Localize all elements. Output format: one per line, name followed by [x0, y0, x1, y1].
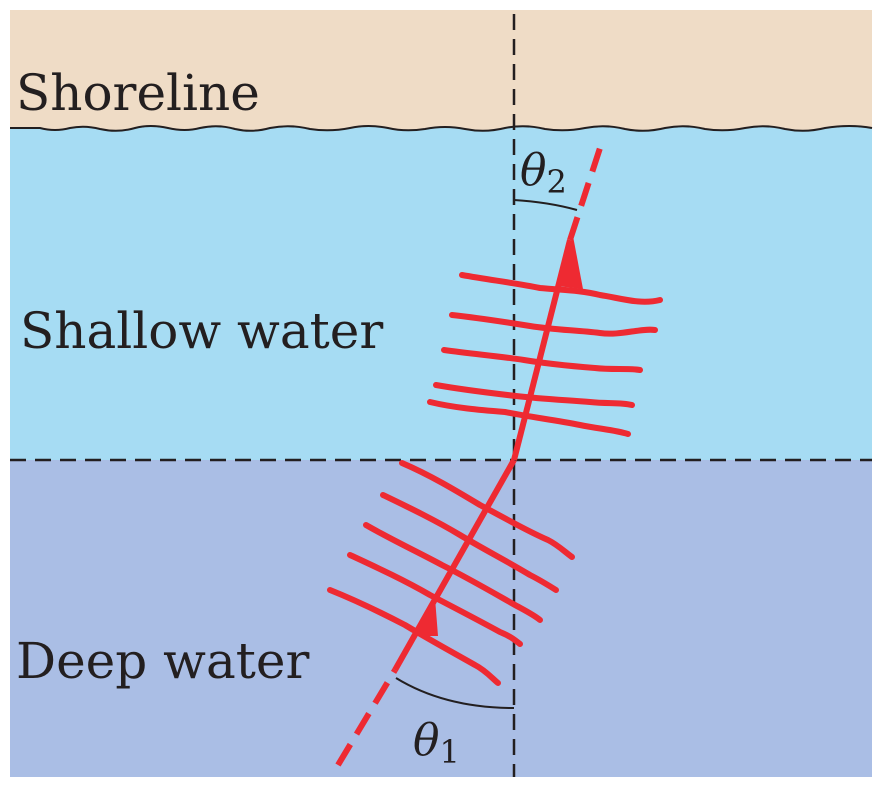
deep-wavefront: [327, 587, 501, 686]
arrow-head-icon: [557, 236, 583, 289]
wave-ray: [335, 147, 603, 767]
shallow-wavefront: [433, 382, 635, 408]
arrow-head-icon: [412, 598, 438, 636]
deep-water-label: Deep water: [16, 632, 309, 690]
theta-2-label: θ2: [520, 145, 567, 201]
shallow-wavefront: [441, 347, 643, 373]
theta-1-symbol: θ: [413, 715, 440, 766]
shallow-water-region: [10, 126, 872, 460]
deep-wavefront: [399, 460, 575, 560]
shallow-wavefronts: [427, 272, 663, 437]
theta-2-arc: [513, 199, 578, 211]
deep-wavefront: [347, 552, 523, 647]
region-labels: Shoreline Shallow water Deep water: [16, 64, 383, 690]
refracted-ray-dashed: [567, 147, 603, 241]
incident-ray-dashed: [335, 668, 398, 767]
angle-labels: θ2 θ1: [413, 145, 567, 771]
shallow-water-label: Shallow water: [20, 302, 383, 360]
shoreline-region: [10, 10, 872, 134]
theta-2-symbol: θ: [520, 145, 547, 196]
shoreline-edge: [10, 125, 873, 132]
regions: [10, 10, 873, 777]
shallow-wavefront: [449, 312, 658, 337]
theta-2-subscript: 2: [547, 163, 567, 201]
shallow-wavefront: [427, 399, 631, 437]
shoreline-label: Shoreline: [16, 64, 260, 122]
theta-1-label: θ1: [413, 715, 460, 771]
shallow-wavefront: [459, 272, 663, 305]
deep-water-region: [10, 460, 872, 777]
theta-1-subscript: 1: [440, 733, 460, 771]
theta-1-arc: [395, 677, 515, 709]
deep-wavefront: [363, 522, 543, 623]
angle-arcs: [395, 199, 578, 709]
deep-wavefront: [380, 492, 559, 593]
deep-wavefronts: [327, 460, 575, 686]
